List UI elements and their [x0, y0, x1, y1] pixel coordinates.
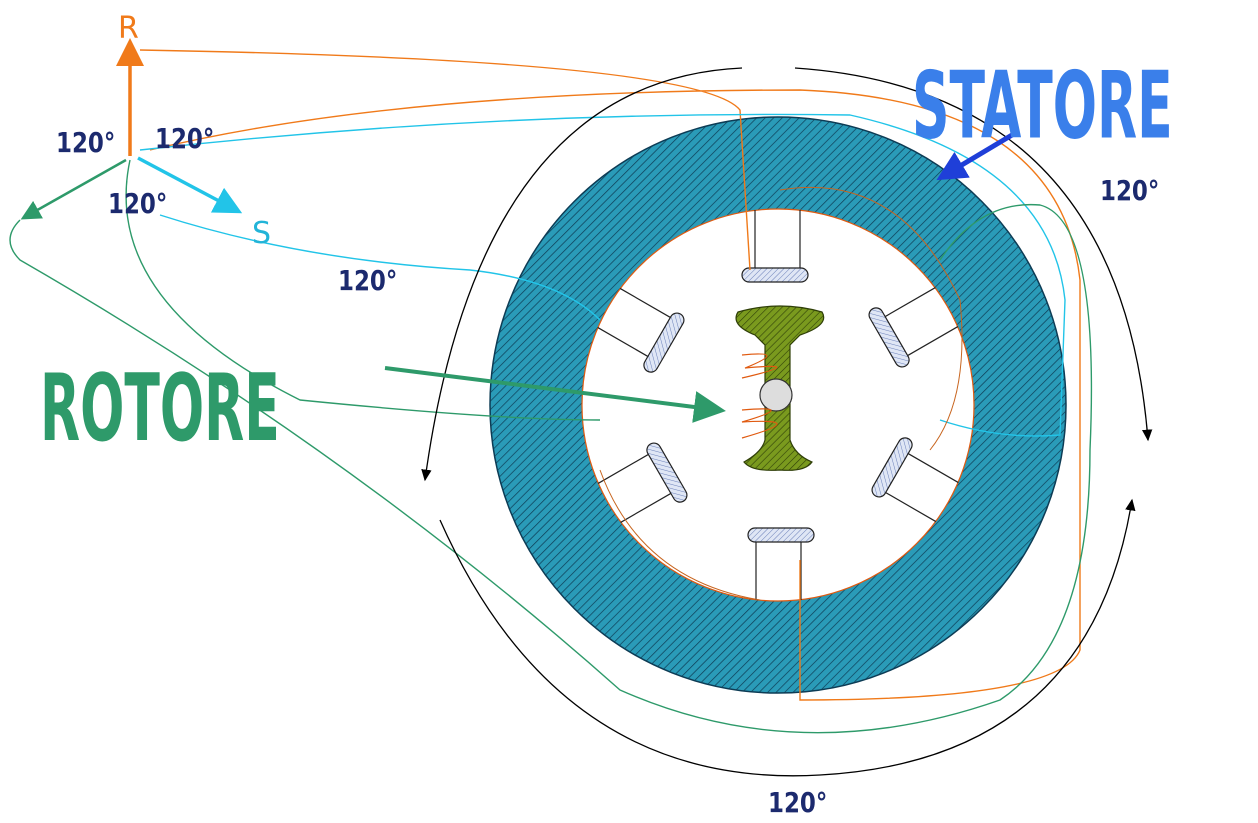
angle-label: 120°: [1100, 175, 1159, 208]
windings: [9, 49, 1093, 734]
s-label: S: [252, 216, 271, 251]
angle-label: 120°: [768, 787, 827, 820]
pointer-arrows: [384, 132, 1014, 423]
poles: [597, 210, 959, 600]
rotor: [735, 305, 825, 471]
angle-label: 120°: [56, 127, 115, 160]
angle-label: 120°: [108, 188, 167, 221]
angle-label: 120°: [155, 123, 214, 156]
r-label: R: [118, 11, 139, 46]
angle-label: 120°: [338, 265, 397, 298]
rotor-label: ROTORE: [40, 354, 280, 462]
phasors: [20, 38, 243, 220]
stator-label: STATORE: [912, 51, 1173, 159]
